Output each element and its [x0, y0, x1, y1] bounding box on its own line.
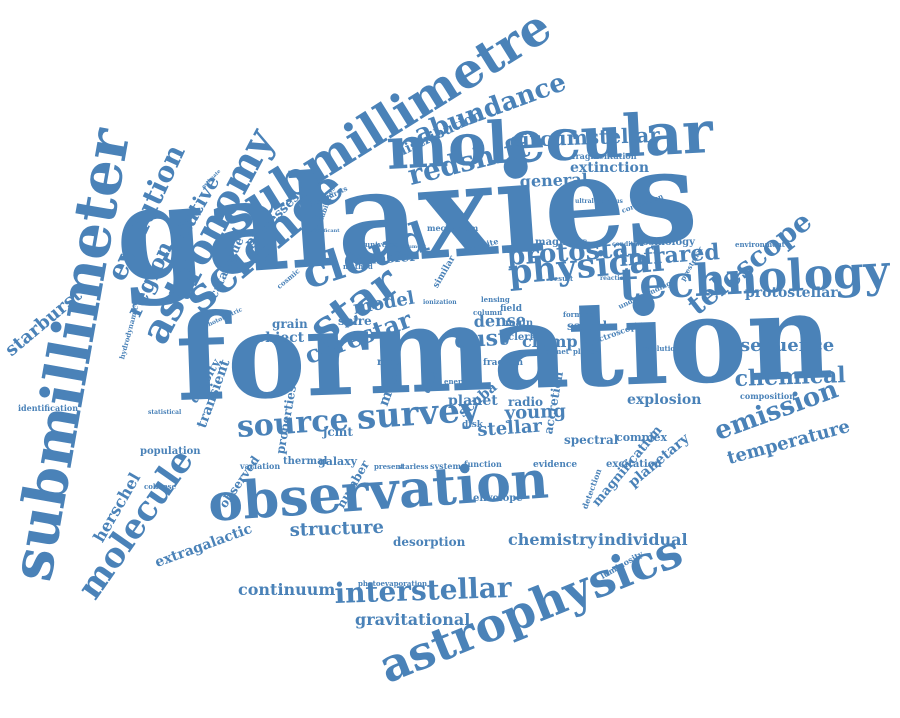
word-planck: planck — [573, 347, 600, 356]
word-circumstellar: circumstellar — [509, 122, 661, 152]
word-structure: structure — [289, 516, 385, 541]
word-resolution: resolution — [640, 344, 681, 353]
word-gravitational: gravitational — [355, 610, 471, 629]
word-spectral: spectral — [564, 433, 619, 447]
word-magnetic: magnetic — [535, 237, 588, 248]
word-mechanism: mechanism — [427, 223, 479, 233]
word-field: field — [500, 304, 522, 314]
word-individual: individual — [598, 530, 688, 549]
word-cosmology: cosmology — [636, 237, 695, 248]
word-starless: starless — [398, 462, 429, 471]
word-sample: sample — [567, 319, 615, 333]
word-composition: composition — [740, 391, 796, 401]
word-instrument: instrument — [395, 244, 427, 250]
word-envelope: envelope — [473, 493, 523, 504]
word-galaxy: galaxy — [318, 455, 358, 468]
word-fraction: fraction — [483, 358, 524, 368]
word-condition: condition — [612, 241, 644, 248]
word-identification: identification — [18, 403, 79, 413]
word-chemistry: chemistry — [508, 530, 597, 549]
word-explosion: explosion — [627, 392, 702, 408]
word-collapse: collapse — [144, 482, 177, 491]
word-molecule: molecule — [69, 441, 202, 607]
word-function: function — [464, 459, 502, 469]
word-lensing: lensing — [481, 295, 510, 304]
word-object: object — [256, 330, 305, 346]
word-complex: complex — [616, 431, 668, 444]
word-excitation: excitation — [606, 459, 662, 470]
word-main: main — [505, 318, 534, 329]
word-clerk: clerk — [508, 332, 537, 343]
word-statistical: statistical — [148, 409, 182, 416]
word-reaction: reaction — [600, 275, 628, 282]
word-fragmentation: fragmentation — [572, 151, 637, 161]
word-continuum: continuum — [238, 580, 336, 599]
word-significant: significant — [310, 228, 340, 234]
word-thermal: thermal — [283, 456, 328, 467]
word-method: method — [343, 262, 373, 271]
word-grain: grain — [272, 317, 308, 331]
word-ionization: ionization — [423, 299, 457, 306]
word-sequence: sequence — [740, 335, 835, 356]
word-ultraluminous: ultraluminous — [575, 198, 623, 205]
word-desorption: desorption — [393, 535, 466, 549]
word-radio: radio — [508, 395, 544, 409]
word-chemical: chemical — [734, 362, 847, 392]
word-clump: clump — [522, 332, 578, 351]
word-comet: comet — [545, 347, 570, 356]
word-energy: energy — [444, 377, 471, 386]
word-system: system — [430, 461, 461, 471]
word-planet: planet — [448, 393, 498, 409]
word-forming: forming — [563, 310, 595, 319]
word-evidence: evidence — [533, 460, 578, 470]
word-population: population — [140, 446, 201, 457]
word-rate: rate — [377, 357, 400, 368]
word-extinction: extinction — [570, 160, 650, 176]
word-universe: universe — [365, 240, 399, 249]
word-result: result — [550, 274, 574, 283]
word-spire: spire — [338, 314, 372, 328]
word-protostellar: protostellar — [745, 285, 838, 301]
word-photoevaporation: photoevaporation — [358, 579, 428, 588]
word-variation: variation — [240, 461, 281, 471]
word-jcmt: jcmt — [323, 425, 353, 439]
word-environment: environment — [735, 240, 785, 249]
word-present: present — [374, 462, 404, 471]
word-column: column — [473, 308, 503, 317]
word-disk: disk — [462, 420, 484, 430]
word-extragalactic: extragalactic — [152, 520, 255, 571]
